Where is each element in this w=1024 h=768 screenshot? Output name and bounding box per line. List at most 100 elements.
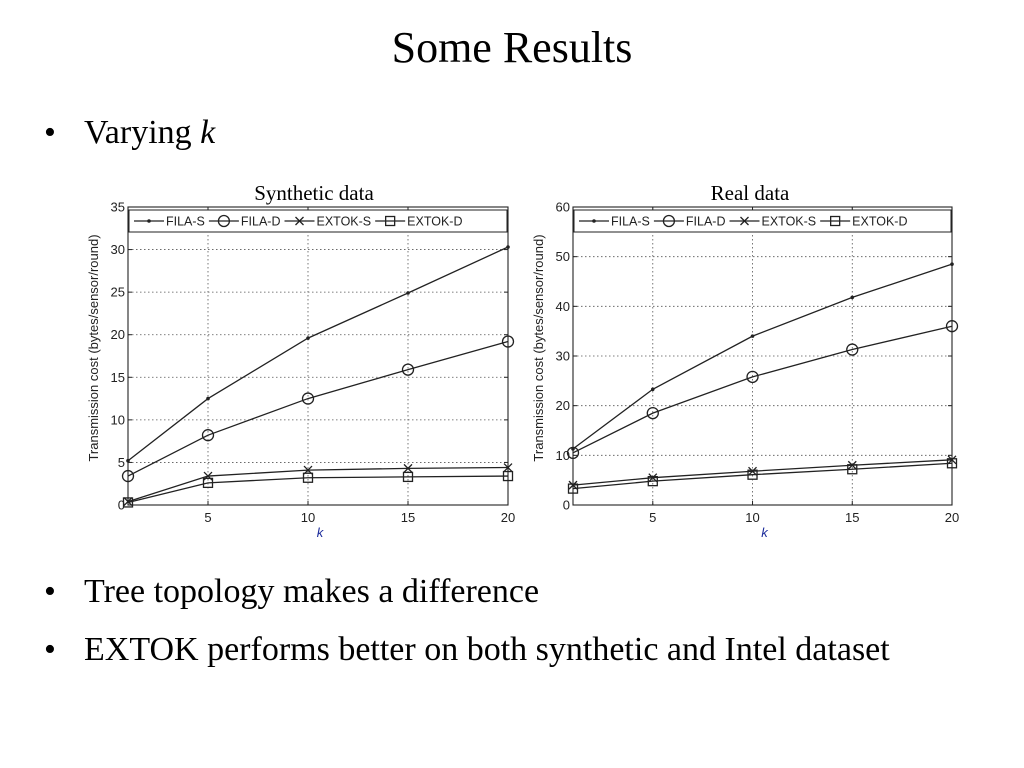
y-axis-label: Transmission cost (bytes/sensor/round) [531,234,546,461]
slide-title: Some Results [391,23,633,72]
bullet-varying-k: • Varying k [44,110,444,156]
series-fila-d [121,335,515,483]
bullet-extok-better: • EXTOK performs better on both syntheti… [44,627,984,719]
data-point [302,472,314,483]
data-point [506,245,510,249]
y-tick-label: 15 [111,370,125,385]
data-point [121,469,135,483]
y-tick-label: 0 [118,498,125,513]
data-point [502,470,514,482]
chart-synthetic: 0 5 10 15 20 25 30 35 5 10 15 20 k Transmission cost … [86,200,515,541]
bullet-symbol: • [44,631,56,668]
data-point [850,295,855,300]
bullet-text: Tree topology makes a difference [84,573,540,610]
legend-marker [740,216,749,226]
y-tick-label: 30 [111,242,125,257]
data-point [950,262,954,266]
y-tick-label: 30 [556,349,570,364]
data-point [747,469,758,480]
legend: FILA-S FILA-D EXTOK-S EXTOK-D [573,209,952,233]
y-tick-label: 35 [111,200,125,215]
data-point [122,497,134,508]
plot-frame [127,206,509,506]
legend-label: FILA-S [611,215,650,229]
data-point [650,387,655,392]
bullet-text: Varying k [84,110,215,156]
x-tick-label: 20 [501,510,515,525]
data-point [123,497,133,507]
legend-label: EXTOK-D [852,215,907,229]
data-point [946,458,958,469]
series-extok-s [568,455,957,490]
y-tick-label: 10 [556,448,570,463]
legend-marker [830,215,841,227]
y-tick-label: 20 [111,327,125,342]
y-tick-label: 0 [563,498,570,513]
legend-marker [662,214,676,228]
y-tick-label: 5 [118,455,125,470]
bullet-text: EXTOK performs better on both synthetic … [84,631,890,668]
y-tick-label: 50 [556,249,570,264]
y-tick-label: 20 [556,398,570,413]
legend-label: FILA-D [686,215,726,229]
data-point [567,483,579,494]
data-point [846,343,859,356]
legend-label: EXTOK-S [317,215,372,229]
x-tick-label: 5 [649,510,656,525]
x-axis-label: k [761,525,769,540]
legend-label: EXTOK-D [407,215,462,229]
data-point [750,334,755,338]
series-line [127,340,509,477]
x-tick-label: 10 [301,510,315,525]
series-fila-s [571,262,954,451]
y-tick-label: 25 [111,285,125,300]
series-extok-d [122,470,514,508]
bullet-text-main: Varying [84,114,201,151]
y-tick-label: 60 [556,200,570,215]
data-point [201,429,215,442]
x-tick-label: 15 [401,510,415,525]
series-line [572,459,953,486]
data-point [206,396,210,401]
data-point [202,477,214,489]
series-line [572,263,953,450]
series-line [572,462,953,490]
legend: FILA-S FILA-D EXTOK-S EXTOK-D [128,209,508,233]
data-point [503,463,513,472]
x-tick-label: 15 [845,510,859,525]
legend-marker [217,214,231,228]
data-point [646,406,659,420]
data-point [126,458,130,463]
data-point [748,466,757,476]
data-point [403,463,413,473]
x-tick-label: 10 [745,510,759,525]
legend-marker [592,219,596,223]
data-point [501,335,515,348]
bullet-tree-topology: • Tree topology makes a difference [44,569,944,615]
series-extok-d [567,458,958,494]
series-fila-s [126,245,510,463]
chart-title-real: Real data [710,181,790,205]
legend-label: EXTOK-S [762,215,817,229]
series-line [127,475,509,504]
data-point [402,471,414,483]
bullet-symbol: • [44,573,56,610]
legend-marker [147,219,151,223]
x-tick-label: 5 [204,510,211,525]
data-point [947,455,957,465]
x-tick-label: 20 [945,510,959,525]
data-point [847,464,858,475]
data-point [401,363,415,376]
y-tick-label: 40 [556,299,570,314]
data-point [746,370,759,384]
legend-label: FILA-D [241,215,281,229]
series-extok-s [123,463,513,507]
legend-marker [385,215,396,227]
chart-title-synthetic: Synthetic data [254,181,374,205]
legend-marker [295,216,304,226]
data-point [306,336,310,340]
series-line [572,325,953,454]
chart-real: 0 10 20 30 40 50 60 5 10 15 20 k Transmission cost (… [531,200,959,541]
